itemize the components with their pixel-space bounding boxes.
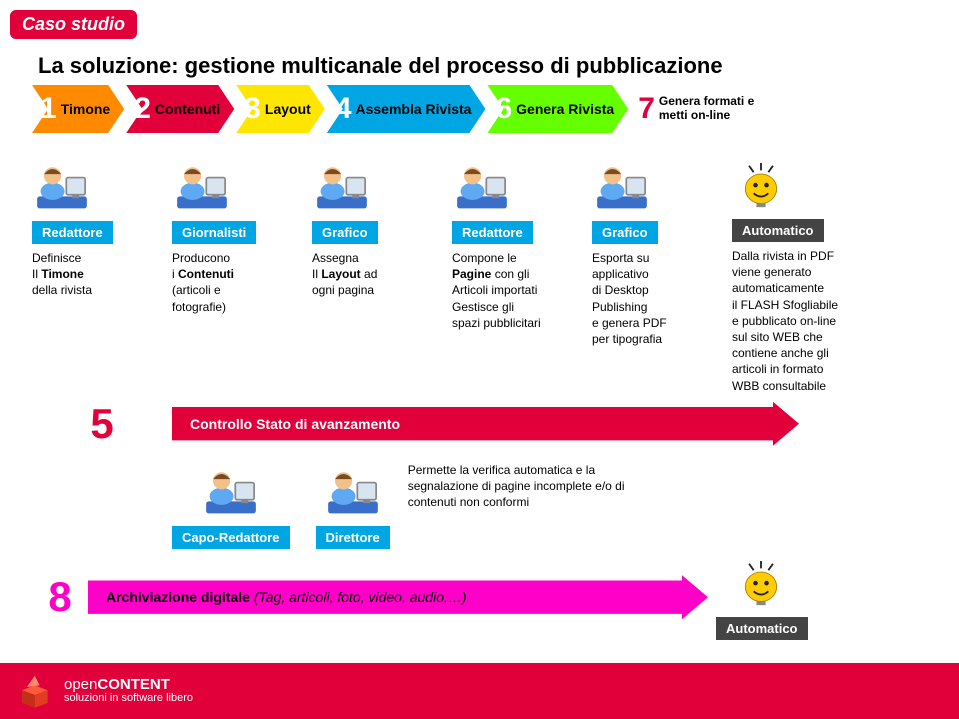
role-badge: Automatico: [732, 219, 824, 242]
role-desc: Produconoi Contenuti(articoli efotografi…: [172, 250, 312, 315]
step-1: 1Timone: [32, 85, 124, 133]
role-col-3: Redattore Compone lePagine con gliArticol…: [452, 157, 592, 394]
smiley-icon: [738, 561, 784, 607]
step-8-row: 8 Archiviazione digitale (Tag, articoli,…: [32, 555, 959, 640]
role-desc: Esporta suapplicativodi DesktopPublishin…: [592, 250, 732, 347]
step-arrows: 1Timone2Contenuti3Layout4Assembla Rivist…: [32, 85, 959, 133]
row-2-roles: Capo-Redattore Direttore: [172, 462, 390, 549]
caso-studio-badge: Caso studio: [10, 10, 137, 39]
person-icon: [32, 157, 92, 217]
step-8-number: 8: [32, 573, 88, 621]
row2-badge: Direttore: [316, 526, 390, 549]
role-desc: Compone lePagine con gliArticoli importa…: [452, 250, 592, 331]
role-desc: DefinisceIl Timonedella rivista: [32, 250, 172, 299]
step-2: 2Contenuti: [126, 85, 234, 133]
row-2-desc: Permette la verifica automatica e la seg…: [408, 462, 668, 511]
role-desc: Dalla rivista in PDFviene generatoautoma…: [732, 248, 922, 394]
person-icon: [312, 157, 372, 217]
step-5-arrow: Controllo Stato di avanzamento: [172, 402, 799, 446]
footer-text: openCONTENT soluzioni in software libero: [64, 677, 193, 704]
role-col-1: Giornalisti Produconoi Contenuti(articoli…: [172, 157, 312, 394]
step-6: 6Genera Rivista: [487, 85, 628, 133]
step-8-arrow: Archiviazione digitale (Tag, articoli, f…: [88, 575, 708, 619]
role-col-4: Grafico Esporta suapplicativodi DesktopPu…: [592, 157, 732, 394]
row2-role-1: Direttore: [316, 462, 390, 549]
role-badge: Redattore: [32, 221, 113, 244]
person-icon: [172, 157, 232, 217]
step-4: 4Assembla Rivista: [327, 85, 486, 133]
row-2: Capo-Redattore Direttore Permette la ver…: [32, 462, 959, 549]
role-badge: Grafico: [312, 221, 378, 244]
step-7: 7Genera formati e metti on-line: [630, 85, 769, 133]
role-desc: AssegnaIl Layout adogni pagina: [312, 250, 452, 299]
step-5-row: 5 Controllo Stato di avanzamento: [32, 400, 959, 448]
roles-row: Redattore DefinisceIl Timonedella rivista…: [32, 157, 959, 394]
person-icon: [592, 157, 652, 217]
role-col-0: Redattore DefinisceIl Timonedella rivista: [32, 157, 172, 394]
person-icon: [452, 157, 512, 217]
role-badge: Grafico: [592, 221, 658, 244]
footer: openCONTENT soluzioni in software libero: [0, 663, 959, 719]
role-col-2: Grafico AssegnaIl Layout adogni pagina: [312, 157, 452, 394]
step-8-auto-badge: Automatico: [716, 617, 808, 640]
step-5-label: Controllo Stato di avanzamento: [172, 402, 799, 446]
smiley-icon: [738, 163, 784, 209]
role-col-5: Automatico Dalla rivista in PDFviene gene…: [732, 157, 922, 394]
step-8-auto-col: Automatico: [708, 555, 808, 640]
person-icon: [201, 462, 261, 522]
role-badge: Giornalisti: [172, 221, 256, 244]
box-icon: [14, 671, 54, 711]
step-5-number: 5: [32, 400, 172, 448]
step-3: 3Layout: [236, 85, 325, 133]
step-8-label: Archiviazione digitale (Tag, articoli, f…: [88, 575, 708, 619]
role-badge: Redattore: [452, 221, 533, 244]
page-title: La soluzione: gestione multicanale del p…: [38, 53, 959, 79]
person-icon: [323, 462, 383, 522]
row2-role-0: Capo-Redattore: [172, 462, 290, 549]
row2-badge: Capo-Redattore: [172, 526, 290, 549]
